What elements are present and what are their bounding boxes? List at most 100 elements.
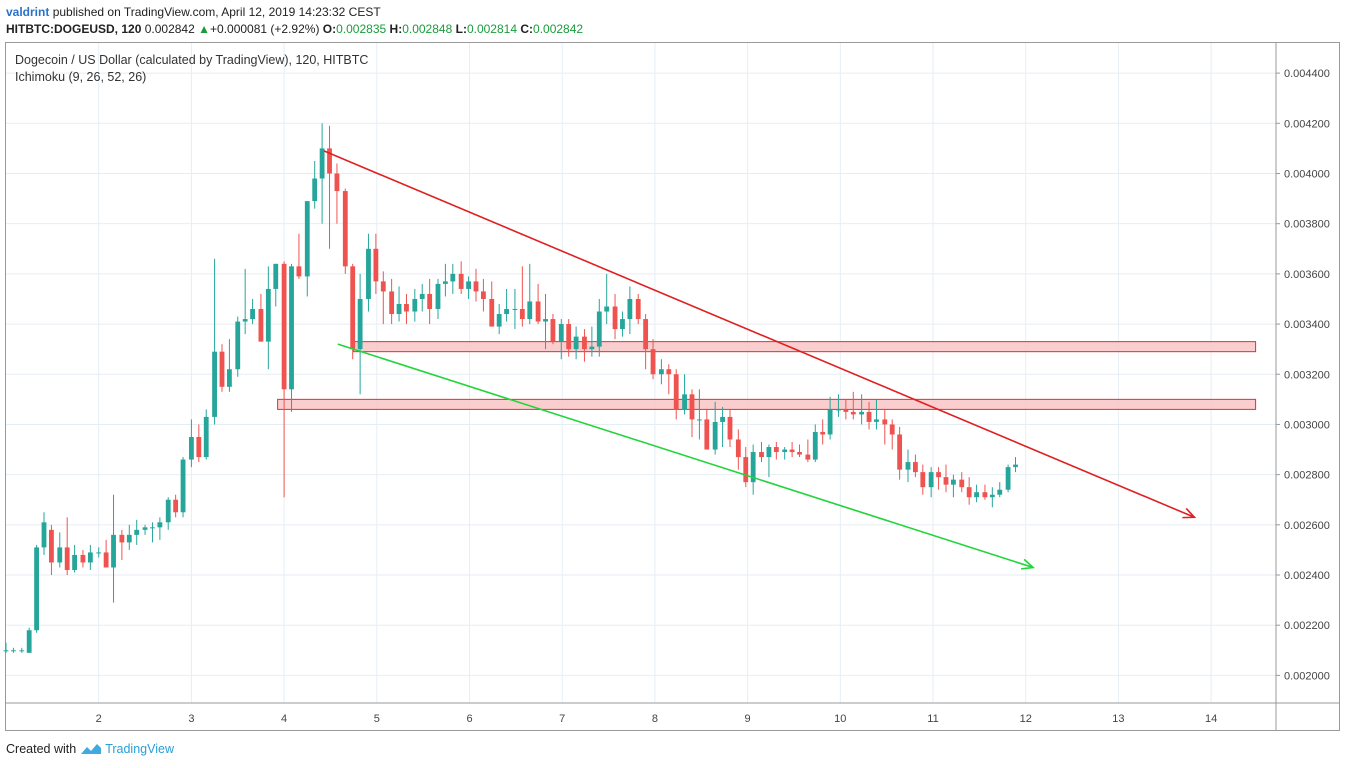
candle-body xyxy=(805,454,811,460)
low-label: L: xyxy=(455,22,467,36)
candle-body xyxy=(566,324,572,350)
x-tick-label: 12 xyxy=(1020,713,1032,725)
candle-body xyxy=(173,499,179,513)
x-tick-label: 4 xyxy=(281,713,287,725)
last-price: 0.002842 xyxy=(144,22,195,36)
x-tick-label: 10 xyxy=(834,713,846,725)
candle-body xyxy=(281,263,287,390)
resistance-trendline[interactable] xyxy=(323,150,1197,519)
candle-body xyxy=(635,298,641,320)
candle-body xyxy=(96,552,102,554)
candle-body xyxy=(235,321,241,370)
candle-body xyxy=(34,547,40,631)
close-label: C: xyxy=(520,22,534,36)
candle-body xyxy=(704,419,710,450)
candle-body xyxy=(689,394,695,420)
candle-body xyxy=(773,447,779,453)
candle-body xyxy=(627,298,633,320)
chart-title[interactable]: Dogecoin / US Dollar (calculated by Trad… xyxy=(15,53,369,67)
x-tick-label: 7 xyxy=(559,713,565,725)
candle-body xyxy=(512,309,518,311)
high-value: 0.002848 xyxy=(402,22,453,36)
candle-body xyxy=(126,534,132,543)
x-tick-label: 6 xyxy=(466,713,472,725)
candle-body xyxy=(558,324,564,342)
author-link[interactable]: valdrint xyxy=(6,5,50,19)
trend-lines xyxy=(323,150,1197,570)
candle-body xyxy=(427,293,433,310)
tradingview-logo-icon xyxy=(81,744,102,754)
candle-body xyxy=(836,409,841,411)
y-tick-label: 0.002200 xyxy=(1284,620,1330,632)
publish-info: valdrint published on TradingView.com, A… xyxy=(6,5,381,19)
y-tick-label: 0.002600 xyxy=(1284,520,1330,532)
candle-body xyxy=(496,314,502,327)
candle-body xyxy=(80,554,86,563)
candle-body xyxy=(389,291,395,315)
support-resistance-zones xyxy=(277,341,1257,410)
candle-body xyxy=(882,419,888,425)
candle-body xyxy=(188,436,194,460)
candle-body xyxy=(150,527,155,529)
candle-body xyxy=(843,409,849,412)
candle-body xyxy=(966,487,972,498)
chart-frame xyxy=(5,42,1340,731)
candle-body xyxy=(373,248,379,282)
candle-body xyxy=(111,534,116,568)
candle-body xyxy=(357,298,363,350)
candle-body xyxy=(612,306,618,330)
x-tick-label: 8 xyxy=(652,713,658,725)
candle-body xyxy=(782,449,788,453)
candle-body xyxy=(897,434,903,470)
candle-body xyxy=(458,273,464,289)
candle-body xyxy=(573,336,579,350)
tradingview-link[interactable]: TradingView xyxy=(105,742,174,756)
candle-body xyxy=(604,306,610,312)
candle-body xyxy=(527,301,533,320)
candle-body xyxy=(582,336,587,350)
indicator-label[interactable]: Ichimoku (9, 26, 52, 26) xyxy=(15,70,147,84)
candle-body xyxy=(319,148,325,179)
support-trendline[interactable] xyxy=(337,343,1035,570)
candle-body xyxy=(57,547,63,563)
candle-body xyxy=(943,477,949,485)
candle-body xyxy=(535,301,541,322)
y-tick-label: 0.003600 xyxy=(1284,269,1330,281)
candle-body xyxy=(589,346,595,350)
candle-body xyxy=(87,552,93,563)
candle-body xyxy=(265,288,271,342)
candle-body xyxy=(696,419,702,421)
candle-body xyxy=(928,472,934,488)
candle-body xyxy=(466,281,471,289)
candle-body xyxy=(673,374,679,410)
candle-body xyxy=(550,319,556,342)
candle-body xyxy=(827,409,833,435)
y-tick-label: 0.004200 xyxy=(1284,118,1330,130)
candle-body xyxy=(489,298,495,327)
close-value: 0.002842 xyxy=(533,22,584,36)
zone-2[interactable] xyxy=(277,398,1257,410)
candle-body xyxy=(989,494,995,498)
candle-body xyxy=(519,309,525,320)
candle-body xyxy=(620,319,625,330)
candle-body xyxy=(797,452,802,455)
zone-1[interactable] xyxy=(353,341,1257,353)
candle-body xyxy=(442,281,448,284)
candle-body xyxy=(596,311,602,347)
candle-body xyxy=(759,452,764,458)
candle-body xyxy=(820,431,826,435)
candle-body xyxy=(812,431,818,460)
candle-body xyxy=(134,529,140,535)
candle-body xyxy=(226,369,232,387)
candle-body xyxy=(766,447,772,458)
candle-body xyxy=(712,421,718,450)
y-tick-label: 0.003400 xyxy=(1284,319,1330,331)
axes: 2 3 4 5 6 7 8 9 10 11 12 13 14 0.002000 0.002200 0.0024… xyxy=(6,43,1340,730)
candle-body xyxy=(142,527,148,530)
candle-body xyxy=(959,479,965,488)
candle-body xyxy=(250,309,255,320)
candle-body xyxy=(203,416,209,458)
candle-body xyxy=(666,369,672,375)
symbol-info: HITBTC:DOGEUSD, 120 0.002842 ▲+0.000081 … xyxy=(6,22,583,36)
